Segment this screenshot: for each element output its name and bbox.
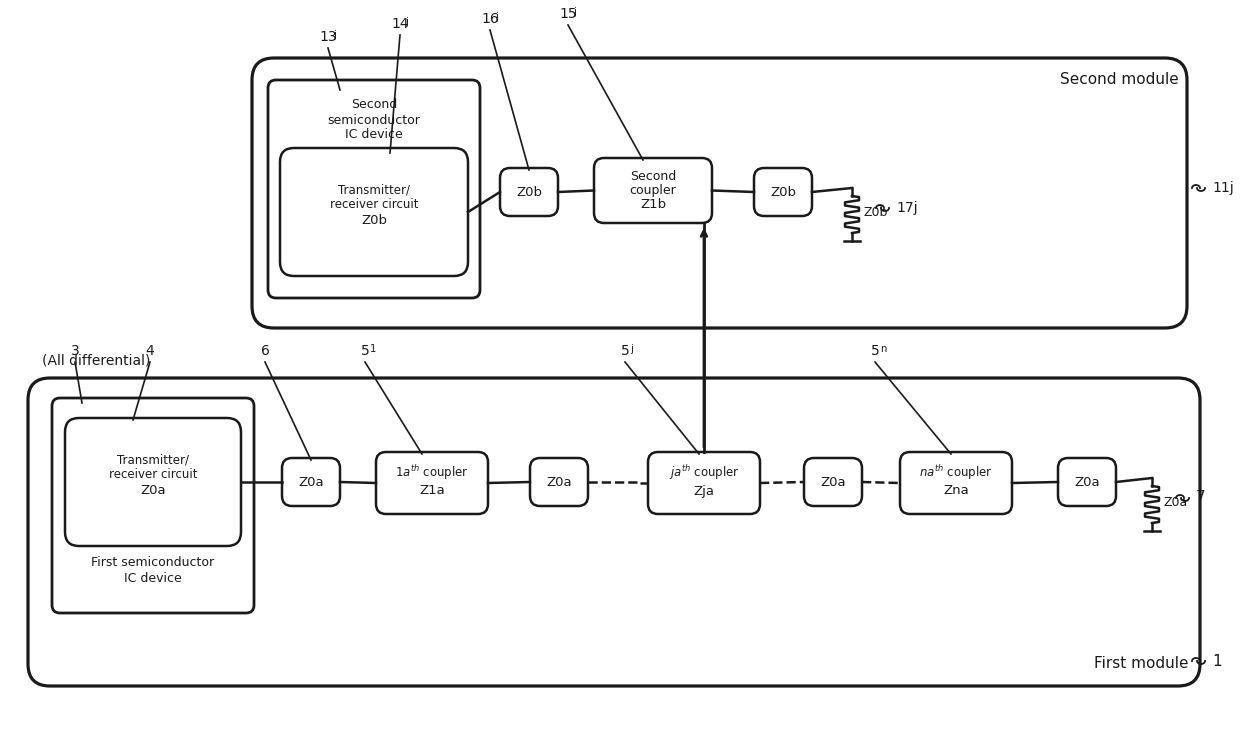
Text: j: j xyxy=(573,7,577,17)
Text: 5: 5 xyxy=(361,344,370,358)
Text: 1: 1 xyxy=(1211,654,1221,669)
Text: 14: 14 xyxy=(391,17,409,31)
Text: 3: 3 xyxy=(71,344,79,358)
Text: 5: 5 xyxy=(621,344,630,358)
FancyBboxPatch shape xyxy=(376,452,489,514)
Text: Z0b: Z0b xyxy=(864,206,888,220)
Text: Z0a: Z0a xyxy=(1164,497,1188,509)
Text: Z0a: Z0a xyxy=(546,476,572,489)
FancyBboxPatch shape xyxy=(500,168,558,216)
Text: 17j: 17j xyxy=(897,201,918,215)
FancyBboxPatch shape xyxy=(649,452,760,514)
FancyBboxPatch shape xyxy=(754,168,812,216)
Text: j: j xyxy=(334,30,336,40)
Text: 5: 5 xyxy=(870,344,879,358)
Text: $na^{th}$ coupler: $na^{th}$ coupler xyxy=(919,464,993,483)
Text: 13: 13 xyxy=(319,30,337,44)
FancyBboxPatch shape xyxy=(594,158,712,223)
Text: receiver circuit: receiver circuit xyxy=(109,468,197,480)
Text: Transmitter/: Transmitter/ xyxy=(117,453,188,466)
FancyBboxPatch shape xyxy=(64,418,241,546)
Text: Z0b: Z0b xyxy=(361,214,387,226)
Text: coupler: coupler xyxy=(630,184,676,197)
Text: Z1a: Z1a xyxy=(419,485,445,498)
Text: First module: First module xyxy=(1094,657,1188,672)
Text: 15: 15 xyxy=(559,7,577,21)
FancyBboxPatch shape xyxy=(529,458,588,506)
Text: (All differential): (All differential) xyxy=(42,353,150,367)
Text: Z0b: Z0b xyxy=(516,185,542,199)
FancyBboxPatch shape xyxy=(29,378,1200,686)
Text: j: j xyxy=(630,344,634,354)
Text: 11j: 11j xyxy=(1211,181,1234,195)
FancyBboxPatch shape xyxy=(804,458,862,506)
Text: receiver circuit: receiver circuit xyxy=(330,197,418,211)
Text: Second: Second xyxy=(351,99,397,111)
Text: Zna: Zna xyxy=(944,485,968,498)
Text: Second module: Second module xyxy=(1060,72,1179,87)
FancyBboxPatch shape xyxy=(280,148,467,276)
Text: IC device: IC device xyxy=(345,128,403,141)
Text: Zja: Zja xyxy=(693,485,714,498)
Text: Z1b: Z1b xyxy=(640,198,666,211)
Text: 1: 1 xyxy=(371,344,377,354)
Text: n: n xyxy=(880,344,887,354)
Text: Z0a: Z0a xyxy=(820,476,846,489)
Text: Z0a: Z0a xyxy=(140,483,166,497)
Text: 7: 7 xyxy=(1197,491,1205,506)
Text: 16: 16 xyxy=(481,12,498,26)
Text: First semiconductor: First semiconductor xyxy=(92,557,215,569)
Text: Transmitter/: Transmitter/ xyxy=(339,184,410,196)
Text: 6: 6 xyxy=(260,344,269,358)
FancyBboxPatch shape xyxy=(52,398,254,613)
Text: j: j xyxy=(495,12,498,22)
Text: $ja^{th}$ coupler: $ja^{th}$ coupler xyxy=(668,464,739,483)
FancyBboxPatch shape xyxy=(252,58,1187,328)
FancyBboxPatch shape xyxy=(1058,458,1116,506)
Text: Z0b: Z0b xyxy=(770,185,796,199)
FancyBboxPatch shape xyxy=(900,452,1012,514)
FancyBboxPatch shape xyxy=(281,458,340,506)
Text: Second: Second xyxy=(630,170,676,183)
Text: Z0a: Z0a xyxy=(1074,476,1100,489)
Text: $1a^{th}$ coupler: $1a^{th}$ coupler xyxy=(396,464,469,483)
Text: Z0a: Z0a xyxy=(298,476,324,489)
Text: semiconductor: semiconductor xyxy=(327,114,420,126)
Text: IC device: IC device xyxy=(124,571,182,584)
Text: j: j xyxy=(405,17,408,27)
Text: 4: 4 xyxy=(145,344,154,358)
FancyBboxPatch shape xyxy=(268,80,480,298)
